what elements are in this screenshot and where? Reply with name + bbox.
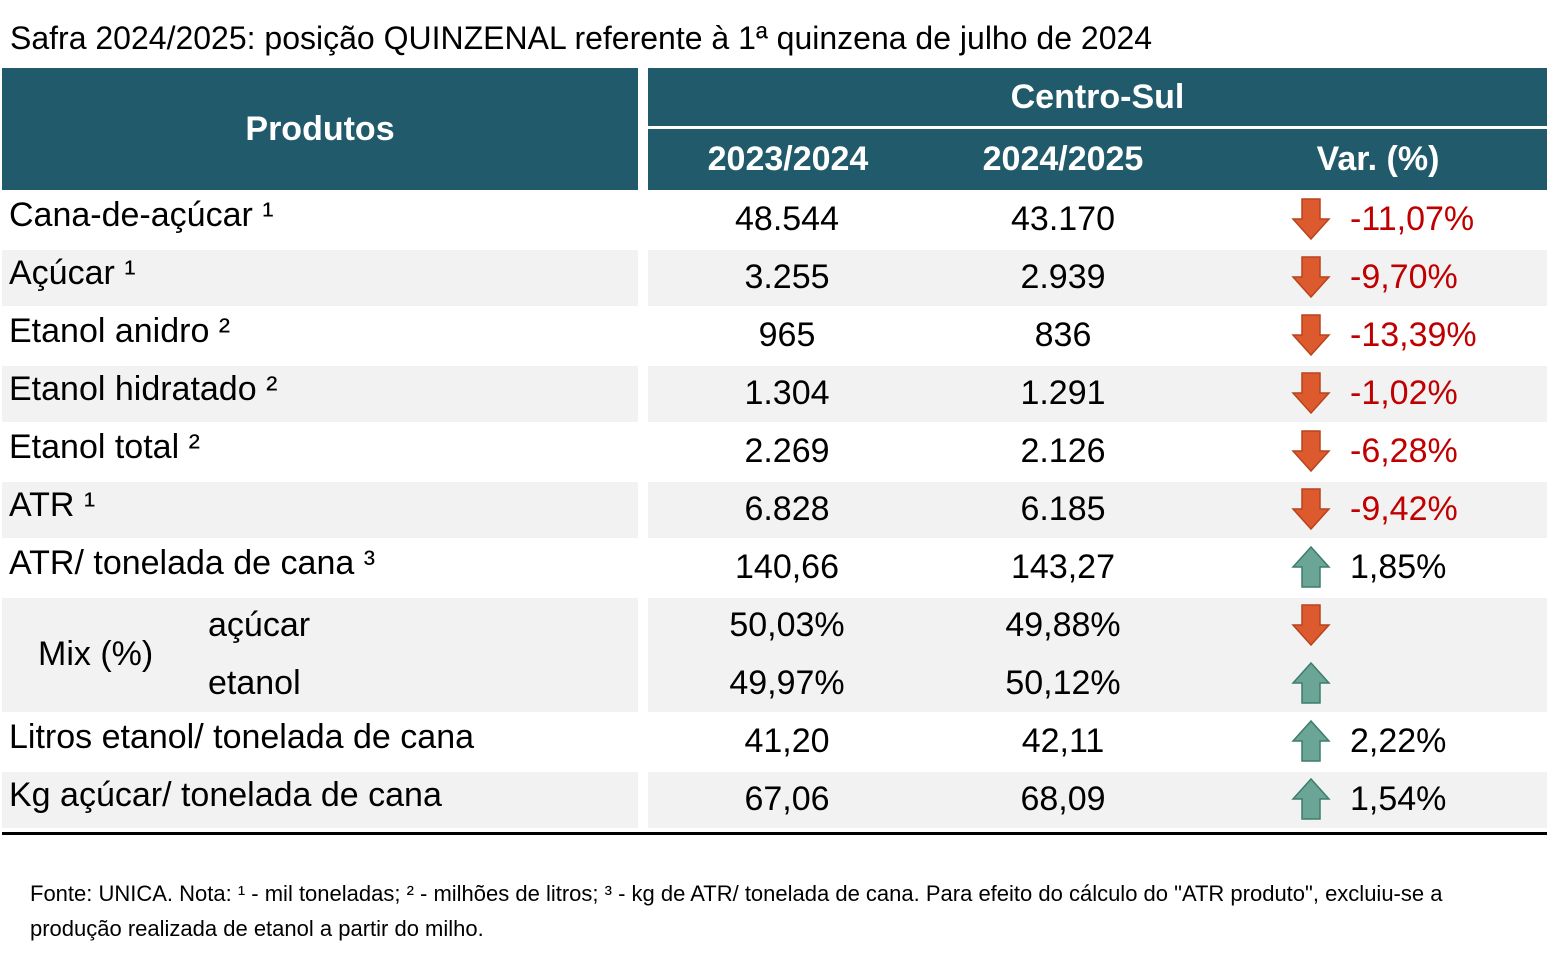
row-label: Litros etanol/ tonelada de cana <box>9 718 475 756</box>
trend-arrow <box>1291 198 1331 241</box>
bottom-border <box>2 832 1547 835</box>
row-label: Mix (%) <box>38 635 154 673</box>
variation: 2,22% <box>1350 722 1447 760</box>
cell: 50,03% <box>729 606 845 644</box>
row-bg <box>2 250 638 306</box>
row-bg <box>2 482 638 538</box>
trend-arrow <box>1291 372 1331 415</box>
cell: 67,06 <box>744 780 830 818</box>
cell: 49,88% <box>1005 606 1121 644</box>
footnote: Fonte: UNICA. Nota: ¹ - mil toneladas; ²… <box>30 881 1443 941</box>
row-label: ATR ¹ <box>9 486 96 524</box>
variation: -9,70% <box>1350 258 1458 296</box>
column-header: Var. (%) <box>1316 140 1440 178</box>
trend-arrow <box>1291 314 1331 357</box>
products-header: Produtos <box>2 68 638 190</box>
trend-arrow <box>1291 545 1331 588</box>
cell: 6.828 <box>744 490 830 528</box>
cell: 965 <box>758 316 816 354</box>
cell: 42,11 <box>1021 722 1105 760</box>
cell: 140,66 <box>735 548 839 586</box>
title: Safra 2024/2025: posição QUINZENAL refer… <box>10 20 1153 56</box>
variation: -1,02% <box>1350 374 1458 412</box>
row-label: Etanol anidro ² <box>9 312 231 350</box>
region-header: Centro-Sul <box>648 68 1547 126</box>
column-header: 2024/2025 <box>982 140 1144 178</box>
row-bg <box>648 250 1547 306</box>
header-divider <box>648 126 1547 129</box>
sub-label: etanol <box>208 664 301 702</box>
variation: -9,42% <box>1350 490 1458 528</box>
row-bg <box>2 772 638 828</box>
variation: -13,39% <box>1350 316 1477 354</box>
years-header-bg <box>648 129 1547 190</box>
trend-arrow <box>1291 777 1331 820</box>
row-label: Kg açúcar/ tonelada de cana <box>9 776 442 814</box>
cell: 48.544 <box>735 200 839 238</box>
cell: 3.255 <box>744 258 830 296</box>
row-label: Açúcar ¹ <box>9 254 136 292</box>
row-label: Etanol hidratado ² <box>9 370 278 408</box>
row-bg <box>2 598 638 712</box>
cell: 836 <box>1034 316 1092 354</box>
trend-arrow <box>1291 661 1331 704</box>
variation: 1,54% <box>1350 780 1447 818</box>
cell: 2.939 <box>1020 258 1106 296</box>
cell: 2.269 <box>744 432 830 470</box>
cell: 68,09 <box>1020 780 1106 818</box>
cell: 50,12% <box>1005 664 1121 702</box>
trend-arrow <box>1291 719 1331 762</box>
variation: -6,28% <box>1350 432 1458 470</box>
row-bg <box>648 482 1547 538</box>
trend-arrow <box>1291 256 1331 299</box>
variation: 1,85% <box>1350 548 1447 586</box>
column-header: 2023/2024 <box>707 140 869 178</box>
cell: 41,20 <box>744 722 830 760</box>
cell: 6.185 <box>1020 490 1106 528</box>
cell: 143,27 <box>1011 548 1115 586</box>
row-bg <box>2 366 638 422</box>
row-bg <box>648 772 1547 828</box>
row-label: Cana-de-açúcar ¹ <box>9 196 274 234</box>
trend-arrow <box>1291 430 1331 473</box>
row-label: Etanol total ² <box>9 428 200 466</box>
cell: 1.304 <box>744 374 830 412</box>
cell: 43.170 <box>1011 200 1115 238</box>
variation: -11,07% <box>1350 200 1475 238</box>
cell: 49,97% <box>729 664 845 702</box>
cell: 1.291 <box>1020 374 1106 412</box>
sub-label: açúcar <box>208 606 311 644</box>
row-label: ATR/ tonelada de cana ³ <box>9 544 376 582</box>
trend-arrow <box>1291 488 1331 531</box>
row-bg <box>648 598 1547 712</box>
trend-arrow <box>1291 604 1331 647</box>
row-bg <box>648 366 1547 422</box>
cell: 2.126 <box>1020 432 1106 470</box>
